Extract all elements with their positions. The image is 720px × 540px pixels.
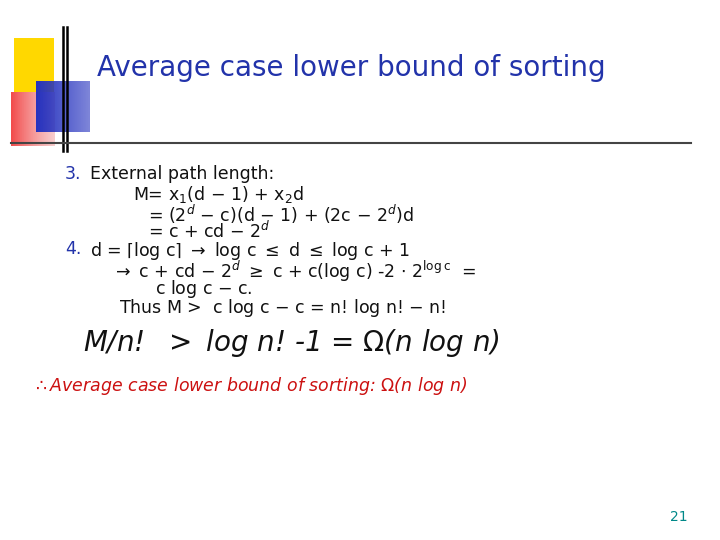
Text: $\rightarrow$ c + cd $-$ 2$^d$ $\geq$ c + c(log c) -2 $\cdot$ 2$^{\mathrm{log\,c: $\rightarrow$ c + cd $-$ 2$^d$ $\geq$ c … — [112, 259, 476, 285]
Text: Average case lower bound of sorting: Average case lower bound of sorting — [97, 53, 606, 82]
Text: M= x$_1$(d $-$ 1) + x$_2$d: M= x$_1$(d $-$ 1) + x$_2$d — [133, 184, 304, 205]
Text: External path length:: External path length: — [90, 165, 274, 183]
Text: 4.: 4. — [65, 240, 81, 258]
Text: = c + cd $-$ 2$^d$: = c + cd $-$ 2$^d$ — [148, 220, 270, 241]
Text: M/n!  $>$ log n! -1 = $\Omega$(n log n): M/n! $>$ log n! -1 = $\Omega$(n log n) — [83, 327, 500, 359]
Text: c log c $-$ c.: c log c $-$ c. — [155, 278, 252, 300]
Text: $\therefore$Average case lower bound of sorting: $\Omega$(n log n): $\therefore$Average case lower bound of … — [32, 375, 467, 397]
Text: = (2$^d$ $-$ c)(d $-$ 1) + (2c $-$ 2$^d$)d: = (2$^d$ $-$ c)(d $-$ 1) + (2c $-$ 2$^d$… — [148, 202, 413, 226]
Text: Thus M >  c log c $-$ c = n! log n! $-$ n!: Thus M > c log c $-$ c = n! log n! $-$ n… — [119, 297, 446, 319]
Text: 21: 21 — [670, 510, 688, 524]
Text: 3.: 3. — [65, 165, 81, 183]
Text: d = $\lceil$log c$\rceil$ $\rightarrow$ log c $\leq$ d $\leq$ log c + 1: d = $\lceil$log c$\rceil$ $\rightarrow$ … — [90, 240, 410, 262]
